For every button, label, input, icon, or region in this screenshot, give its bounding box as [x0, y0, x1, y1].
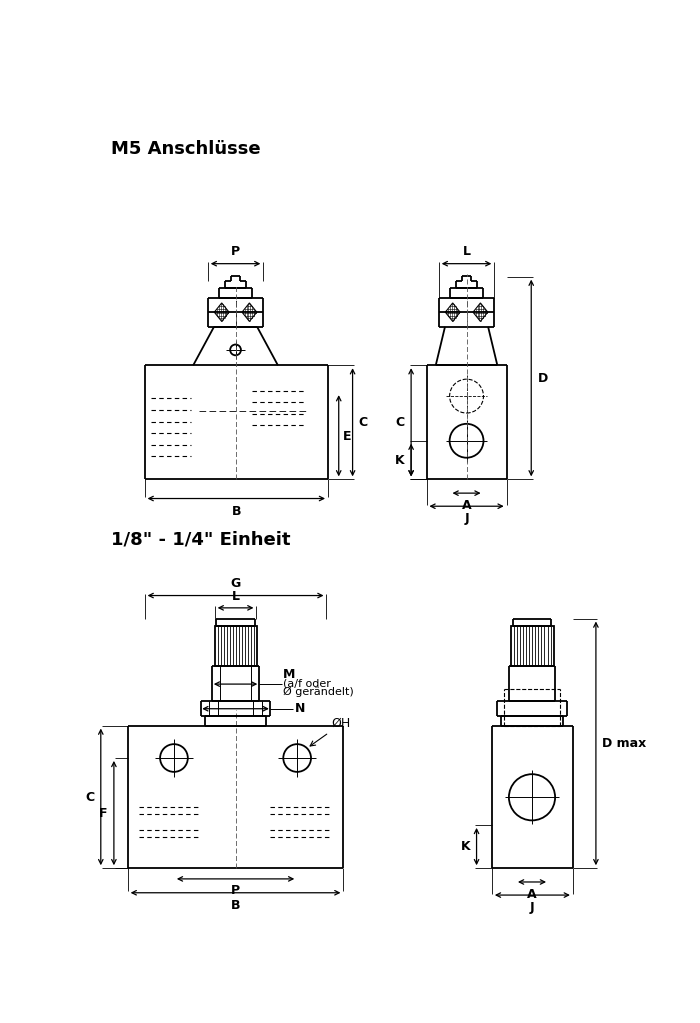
Text: A: A: [462, 499, 471, 513]
Text: P: P: [231, 884, 240, 896]
Text: E: E: [343, 430, 352, 443]
Text: F: F: [99, 807, 108, 820]
Text: 1/8" - 1/4" Einheit: 1/8" - 1/4" Einheit: [111, 531, 290, 549]
Text: L: L: [463, 246, 470, 258]
Text: K: K: [461, 840, 470, 853]
Text: M: M: [284, 668, 295, 681]
Text: N: N: [295, 702, 305, 715]
Text: C: C: [358, 415, 368, 429]
Text: ØH: ØH: [310, 717, 351, 746]
Text: Ø gerändelt): Ø gerändelt): [284, 686, 354, 697]
Text: C: C: [395, 415, 405, 429]
Text: B: B: [232, 504, 241, 518]
Text: P: P: [231, 246, 240, 258]
Text: G: G: [230, 577, 241, 590]
Text: D: D: [538, 372, 547, 385]
Text: L: L: [232, 590, 239, 604]
Text: M5 Anschlüsse: M5 Anschlüsse: [111, 140, 260, 159]
Text: A: A: [527, 888, 537, 901]
Bar: [511, 626, 554, 666]
Text: (a/f oder: (a/f oder: [284, 678, 331, 688]
Text: J: J: [464, 513, 469, 526]
Bar: [215, 626, 257, 666]
Text: B: B: [231, 899, 240, 911]
Text: D max: D max: [602, 737, 646, 750]
Text: C: C: [85, 791, 94, 804]
Text: K: K: [395, 453, 405, 466]
Text: J: J: [530, 901, 534, 915]
